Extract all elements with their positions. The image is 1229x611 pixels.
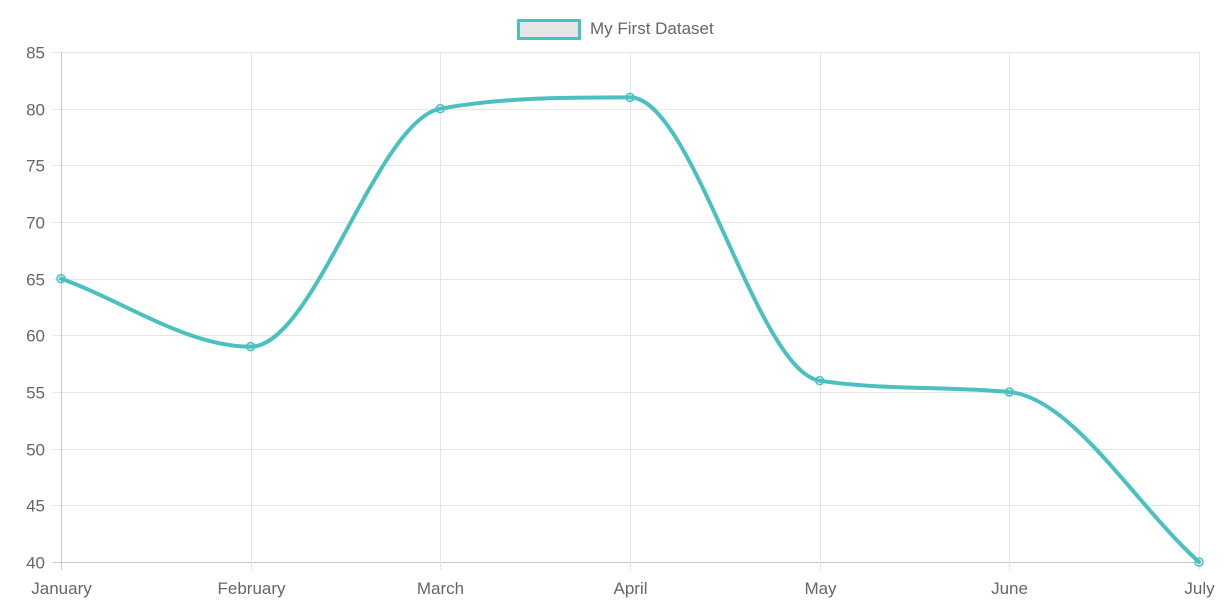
data-point[interactable] [56,273,66,284]
x-tick-label: May [804,579,837,598]
x-tick-label: June [991,579,1028,598]
y-tick-label: 45 [26,497,45,516]
y-tick-label: 75 [26,157,45,176]
y-tick-label: 85 [26,44,45,63]
legend[interactable]: My First Dataset [517,17,714,41]
x-tick-label: April [613,579,647,598]
data-point[interactable] [1004,387,1015,397]
y-tick-label: 50 [26,441,45,460]
y-tick-label: 55 [26,384,45,403]
x-tick-label: February [217,579,286,598]
y-tick-label: 65 [26,271,45,290]
y-tick-label: 80 [26,101,45,120]
legend-label: My First Dataset [590,19,714,38]
data-point[interactable] [435,103,446,114]
x-tick-label: January [31,579,92,598]
data-point[interactable] [814,375,825,386]
y-tick-label: 70 [26,214,45,233]
data-point[interactable] [625,92,635,103]
data-point[interactable] [245,341,256,352]
legend-swatch [517,18,581,40]
x-tick-label: March [417,579,464,598]
y-tick-label: 60 [26,327,45,346]
x-tick-label: July [1184,579,1215,598]
data-point[interactable] [1194,557,1204,567]
y-tick-label: 40 [26,554,45,573]
